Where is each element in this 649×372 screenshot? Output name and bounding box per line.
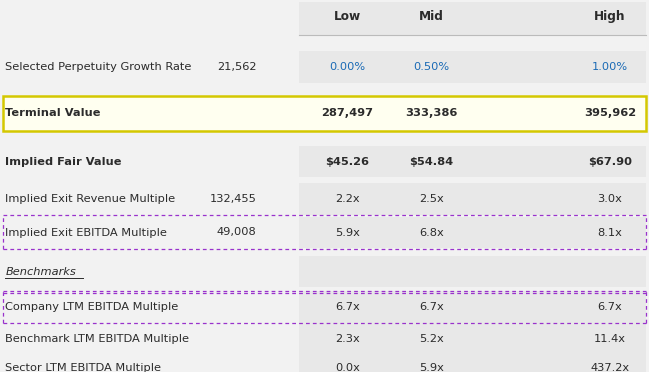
Text: 11.4x: 11.4x — [594, 334, 626, 343]
FancyBboxPatch shape — [299, 353, 646, 372]
Text: 333,386: 333,386 — [406, 109, 458, 118]
Text: $45.26: $45.26 — [325, 157, 369, 167]
Text: Sector LTM EBITDA Multiple: Sector LTM EBITDA Multiple — [5, 363, 161, 372]
Text: Benchmark LTM EBITDA Multiple: Benchmark LTM EBITDA Multiple — [5, 334, 190, 343]
Text: 2.3x: 2.3x — [335, 334, 360, 343]
Text: 1.00%: 1.00% — [592, 62, 628, 72]
Text: 395,962: 395,962 — [584, 109, 636, 118]
FancyBboxPatch shape — [299, 98, 646, 129]
FancyBboxPatch shape — [299, 217, 646, 248]
Text: 3.0x: 3.0x — [598, 194, 622, 204]
FancyBboxPatch shape — [299, 323, 646, 354]
Text: 5.9x: 5.9x — [419, 363, 444, 372]
FancyBboxPatch shape — [299, 2, 646, 35]
Text: Mid: Mid — [419, 10, 444, 23]
Text: 6.7x: 6.7x — [419, 302, 444, 312]
Text: 21,562: 21,562 — [217, 62, 256, 72]
Text: Selected Perpetuity Growth Rate: Selected Perpetuity Growth Rate — [5, 62, 191, 72]
Text: $54.84: $54.84 — [410, 157, 454, 167]
Text: Implied Fair Value: Implied Fair Value — [5, 157, 122, 167]
Text: Company LTM EBITDA Multiple: Company LTM EBITDA Multiple — [5, 302, 178, 312]
Text: 8.1x: 8.1x — [598, 228, 622, 237]
Text: 437.2x: 437.2x — [591, 363, 630, 372]
Text: 2.2x: 2.2x — [335, 194, 360, 204]
Text: 49,008: 49,008 — [217, 228, 256, 237]
Text: 0.50%: 0.50% — [413, 62, 450, 72]
Text: Terminal Value: Terminal Value — [5, 109, 101, 118]
FancyBboxPatch shape — [299, 146, 646, 177]
FancyBboxPatch shape — [299, 291, 646, 323]
Text: 287,497: 287,497 — [321, 109, 373, 118]
Text: Benchmarks: Benchmarks — [5, 267, 76, 276]
Text: 5.2x: 5.2x — [419, 334, 444, 343]
Text: 0.00%: 0.00% — [329, 62, 365, 72]
Text: 2.5x: 2.5x — [419, 194, 444, 204]
Text: Low: Low — [334, 10, 361, 23]
FancyBboxPatch shape — [299, 256, 646, 287]
Text: 0.0x: 0.0x — [335, 363, 360, 372]
Text: 5.9x: 5.9x — [335, 228, 360, 237]
Text: 6.7x: 6.7x — [335, 302, 360, 312]
FancyBboxPatch shape — [3, 96, 646, 131]
FancyBboxPatch shape — [299, 183, 646, 215]
FancyBboxPatch shape — [299, 51, 646, 83]
Text: High: High — [594, 10, 626, 23]
Text: Implied Exit EBITDA Multiple: Implied Exit EBITDA Multiple — [5, 228, 167, 237]
Text: Implied Exit Revenue Multiple: Implied Exit Revenue Multiple — [5, 194, 175, 204]
Text: 132,455: 132,455 — [210, 194, 256, 204]
Text: 6.8x: 6.8x — [419, 228, 444, 237]
Text: 6.7x: 6.7x — [598, 302, 622, 312]
Text: $67.90: $67.90 — [588, 157, 632, 167]
